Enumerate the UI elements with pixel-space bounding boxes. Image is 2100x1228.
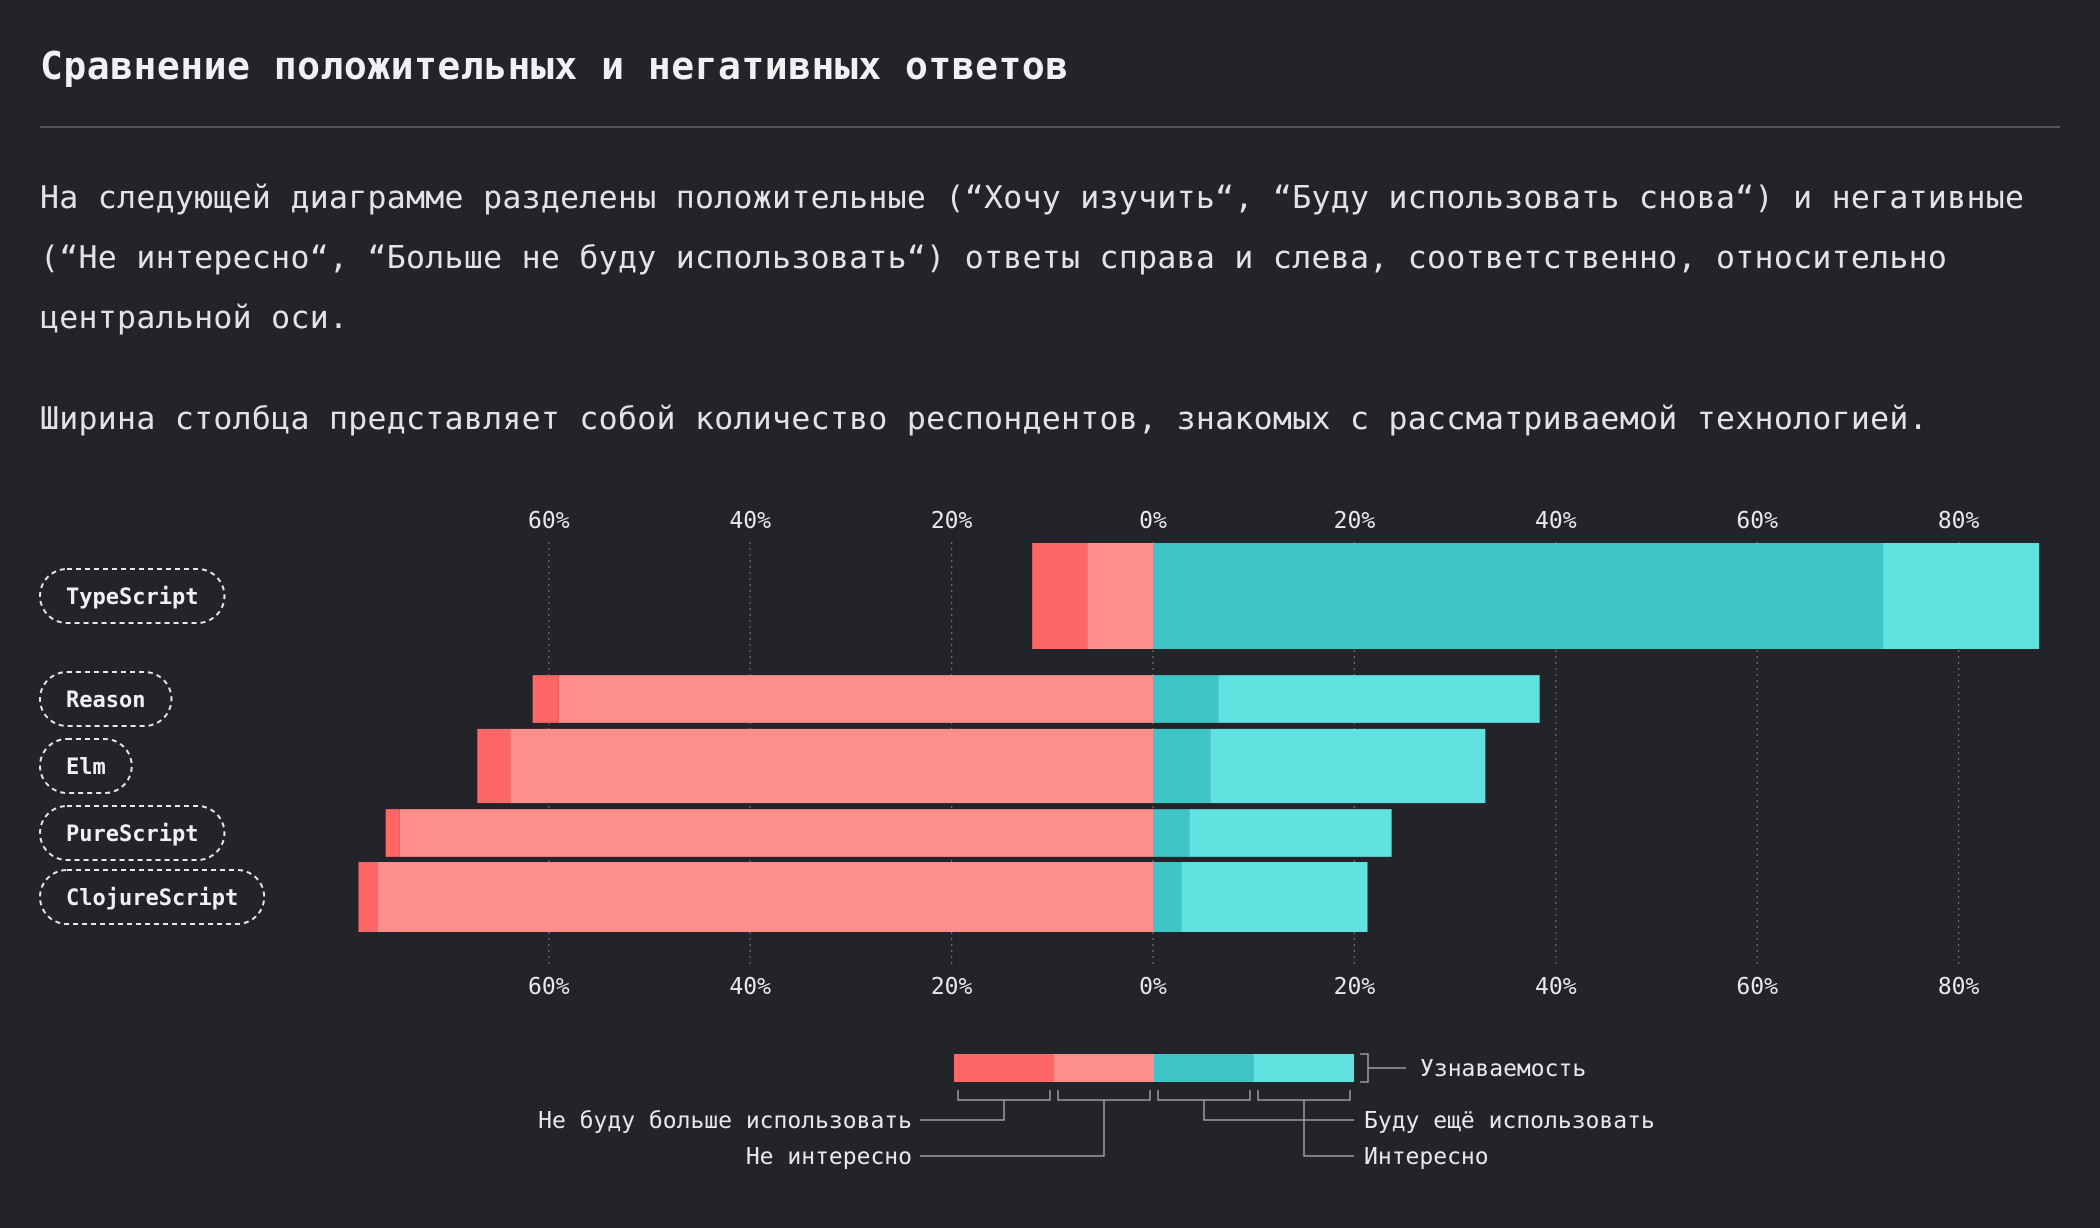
legend-connector bbox=[1203, 1100, 1354, 1121]
tick-label-bottom: 40% bbox=[729, 974, 771, 1000]
legend-connector bbox=[920, 1100, 1005, 1121]
bar-negative bbox=[532, 675, 559, 723]
legend-swatch bbox=[1054, 1054, 1154, 1082]
legend-connector bbox=[920, 1100, 1105, 1157]
legend-swatch bbox=[1154, 1054, 1254, 1082]
tick-label-bottom: 60% bbox=[1736, 974, 1778, 1000]
category-pill bbox=[39, 568, 226, 624]
tick-label-top: 40% bbox=[1535, 508, 1577, 534]
bar-positive bbox=[1210, 728, 1486, 804]
category-pill bbox=[39, 671, 173, 727]
legend-bracket bbox=[957, 1090, 1051, 1101]
bar-positive bbox=[1153, 543, 1884, 649]
category-label: TypeScript bbox=[66, 585, 198, 610]
category-pill bbox=[39, 869, 266, 925]
bar-negative bbox=[510, 728, 1153, 804]
diverging-bar-chart: 60% 60% 40% 40% 20% 20% 0% 0% 20% 20% 40% 40% 60% 60%… bbox=[39, 508, 2040, 1170]
legend-label: Буду ещё использовать bbox=[1364, 1108, 1655, 1134]
legend-bracket bbox=[1157, 1090, 1251, 1101]
axis-layer: 60% 60% 40% 40% 20% 20% 0% 0% 20% 20% 40% 40% 60% 60%… bbox=[528, 508, 1979, 1000]
bar-positive bbox=[1153, 675, 1219, 723]
legend-bracket bbox=[1257, 1090, 1351, 1101]
tick-label-top: 0% bbox=[1139, 508, 1167, 534]
bar-negative bbox=[399, 809, 1153, 857]
tick-label-top: 60% bbox=[1736, 508, 1778, 534]
legend-bracket bbox=[1057, 1090, 1151, 1101]
category-label: ClojureScript bbox=[66, 886, 238, 911]
legend-label: Не интересно bbox=[746, 1144, 912, 1170]
tick-label-top: 60% bbox=[528, 508, 570, 534]
bar-layer bbox=[358, 543, 2040, 932]
tick-label-bottom: 40% bbox=[1535, 974, 1577, 1000]
legend-awareness-label: Узнаваемость bbox=[1420, 1056, 1586, 1082]
category-label: PureScript bbox=[66, 822, 198, 847]
category-label-layer: TypeScript Reason Elm PureScript ClojureScri… bbox=[39, 568, 266, 925]
awareness-bracket bbox=[1360, 1053, 1369, 1083]
bar-negative bbox=[358, 862, 378, 932]
bar-negative bbox=[385, 809, 400, 857]
description-paragraph-2: Ширина столбца представляет собой количе… bbox=[40, 401, 1928, 437]
bar-positive bbox=[1153, 862, 1182, 932]
bar-negative bbox=[1032, 543, 1088, 649]
bar-negative bbox=[377, 862, 1153, 932]
category-label: Elm bbox=[66, 755, 106, 780]
bar-positive bbox=[1153, 809, 1190, 857]
category-pill bbox=[39, 738, 133, 794]
tick-label-top: 20% bbox=[1334, 508, 1376, 534]
page-title: Сравнение положительных и негативных отв… bbox=[40, 44, 1069, 88]
legend-label: Не буду больше использовать bbox=[538, 1108, 912, 1134]
legend-label: Интересно bbox=[1364, 1144, 1489, 1170]
tick-label-bottom: 60% bbox=[528, 974, 570, 1000]
tick-label-bottom: 20% bbox=[931, 974, 973, 1000]
title-divider bbox=[40, 126, 2060, 128]
tick-label-top: 80% bbox=[1938, 508, 1980, 534]
bar-negative bbox=[558, 675, 1153, 723]
bar-negative bbox=[477, 728, 511, 804]
bar-positive bbox=[1218, 675, 1540, 723]
tick-label-top: 40% bbox=[729, 508, 771, 534]
tick-label-bottom: 20% bbox=[1334, 974, 1376, 1000]
description-paragraph-1: На следующей диаграмме разделены положит… bbox=[40, 180, 2025, 336]
category-label: Reason bbox=[66, 688, 145, 713]
category-pill bbox=[39, 805, 226, 861]
tick-label-bottom: 0% bbox=[1139, 974, 1167, 1000]
bar-positive bbox=[1181, 862, 1368, 932]
legend-swatch bbox=[954, 1054, 1054, 1082]
tick-label-top: 20% bbox=[931, 508, 973, 534]
legend-connector bbox=[1303, 1100, 1354, 1157]
legend-swatch bbox=[1254, 1054, 1354, 1082]
legend-layer: Узнаваемость Не буду больше использовать Н… bbox=[538, 1053, 1655, 1170]
tick-label-bottom: 80% bbox=[1938, 974, 1980, 1000]
bar-positive bbox=[1153, 728, 1211, 804]
bar-negative bbox=[1087, 543, 1153, 649]
bar-positive bbox=[1883, 543, 2040, 649]
bar-positive bbox=[1189, 809, 1392, 857]
